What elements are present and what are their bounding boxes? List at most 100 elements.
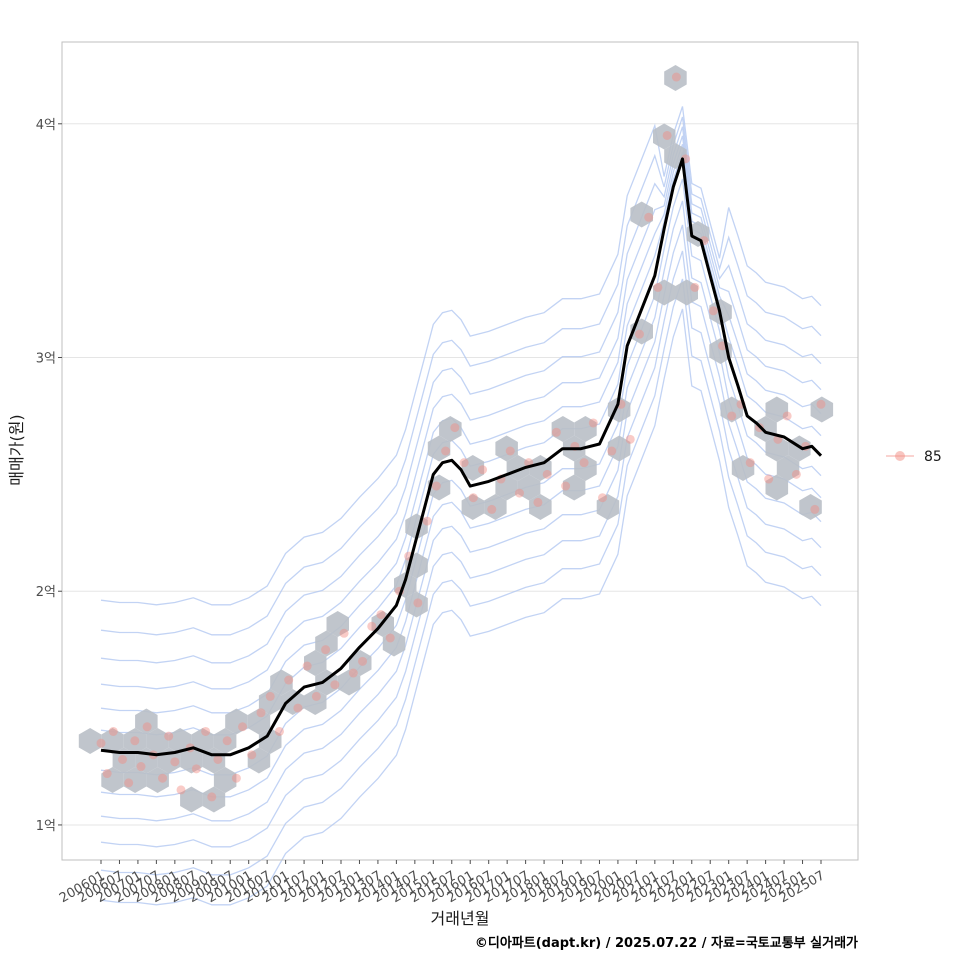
scatter-point — [321, 645, 331, 655]
hexbin-cell — [517, 474, 541, 501]
scatter-point — [136, 762, 146, 772]
scatter-point — [284, 675, 294, 685]
hexbin-cell — [664, 65, 687, 91]
legend: 85 — [886, 449, 942, 465]
scatter-point — [231, 773, 241, 783]
y-axis: 1억 2억 3억 4억 — [36, 118, 62, 834]
hexbin-cell — [765, 435, 789, 462]
hexbin-cell — [180, 786, 203, 813]
hexbin-cell — [495, 435, 518, 462]
hexbin-cell — [78, 728, 102, 754]
hexbin-cell — [461, 494, 485, 520]
hexbin-cell — [596, 494, 620, 520]
hexbin-cell — [270, 669, 293, 696]
scatter-point — [607, 446, 617, 456]
scatter-point — [505, 446, 515, 456]
scatter-point — [551, 427, 561, 437]
hexbin-cell — [146, 767, 169, 793]
scatter-point — [644, 212, 654, 222]
hexbin-cell — [146, 728, 169, 754]
hexbin-cell — [675, 279, 698, 306]
trend-line — [100, 157, 823, 757]
scatter-point — [533, 497, 543, 507]
scatter-point — [293, 703, 303, 713]
hexbin-cell — [315, 630, 338, 657]
scatter-point — [238, 722, 248, 732]
scatter-point — [431, 481, 441, 491]
hexbin-cell — [765, 474, 789, 501]
contour-line — [100, 224, 822, 822]
hexbin-cell — [653, 123, 676, 150]
hexbin-cell — [765, 396, 789, 423]
hexbin-cell — [123, 728, 147, 754]
contour-line — [100, 106, 822, 606]
contour-line — [100, 116, 822, 636]
hexbin-cell — [247, 708, 271, 735]
scatter-point — [130, 736, 140, 746]
hexbin-cell — [123, 767, 147, 793]
hexbin-cell — [405, 591, 428, 618]
scatter-point — [422, 516, 432, 526]
scatter-point — [690, 282, 700, 292]
scatter-point — [376, 610, 386, 620]
hexbin-cell — [258, 728, 282, 754]
gridlines — [62, 123, 858, 826]
scatter-point — [158, 773, 168, 783]
hexbin-cell — [484, 494, 507, 520]
hexbin-cell — [247, 747, 271, 774]
hexbin-cell — [191, 728, 214, 754]
hexbin-cell — [776, 455, 800, 481]
y-tick-label: 4억 — [36, 118, 56, 133]
hexbin-cell — [225, 708, 248, 735]
scatter-point — [561, 481, 571, 491]
scatter-point — [108, 726, 118, 736]
scatter-point — [598, 493, 608, 503]
caption: ©디아파트(dapt.kr) / 2025.07.22 / 자료=국토교통부 실… — [475, 935, 858, 951]
scatter-point — [791, 469, 801, 479]
scatter-point — [413, 598, 423, 608]
hexbin-cell — [202, 786, 226, 813]
contour-line — [100, 308, 822, 906]
scatter-point — [487, 504, 497, 514]
scatter-point — [164, 731, 174, 741]
hexbin-cell — [326, 611, 349, 637]
hexbin-cell — [394, 572, 417, 598]
scatter-point — [764, 474, 774, 484]
legend-key-point — [895, 451, 905, 461]
hexbin-cell — [799, 494, 822, 520]
scatter-point — [782, 411, 792, 421]
contour-line — [100, 135, 822, 690]
scatter-point — [450, 423, 460, 433]
scatter-point — [745, 458, 755, 468]
hexbin-cell — [304, 689, 327, 715]
hexbin-cell — [213, 728, 237, 754]
scatter-point — [441, 446, 451, 456]
contour-line — [100, 250, 822, 848]
plot-panel-border — [61, 41, 859, 861]
scatter-point — [727, 411, 737, 421]
hexbin-cell — [258, 689, 282, 715]
hexbin-layer — [78, 65, 834, 813]
hexbin-cell — [574, 455, 597, 481]
scatter-point — [191, 764, 201, 774]
hexbin-cell — [382, 630, 406, 657]
scatter-point — [579, 458, 589, 468]
hexbin-cell — [686, 221, 710, 247]
hexbin-cell — [101, 767, 124, 793]
hexbin-cell — [101, 728, 124, 754]
contour-line — [100, 200, 822, 798]
x-axis: 2006012006072007012007072008012008072009… — [57, 860, 828, 906]
scatter-point — [256, 708, 266, 718]
hexbin-cell — [607, 435, 631, 462]
hexbin-cell — [461, 455, 485, 481]
scatter-point — [625, 434, 635, 444]
scatter-point — [348, 668, 358, 678]
y-tick-label: 2억 — [36, 585, 56, 600]
hexbin-cell — [630, 201, 653, 228]
hexbin-cell — [337, 669, 361, 696]
scatter-point — [816, 399, 826, 409]
scatter-point — [588, 418, 598, 428]
hexbin-cell — [304, 650, 327, 676]
scatter-point — [201, 726, 211, 736]
